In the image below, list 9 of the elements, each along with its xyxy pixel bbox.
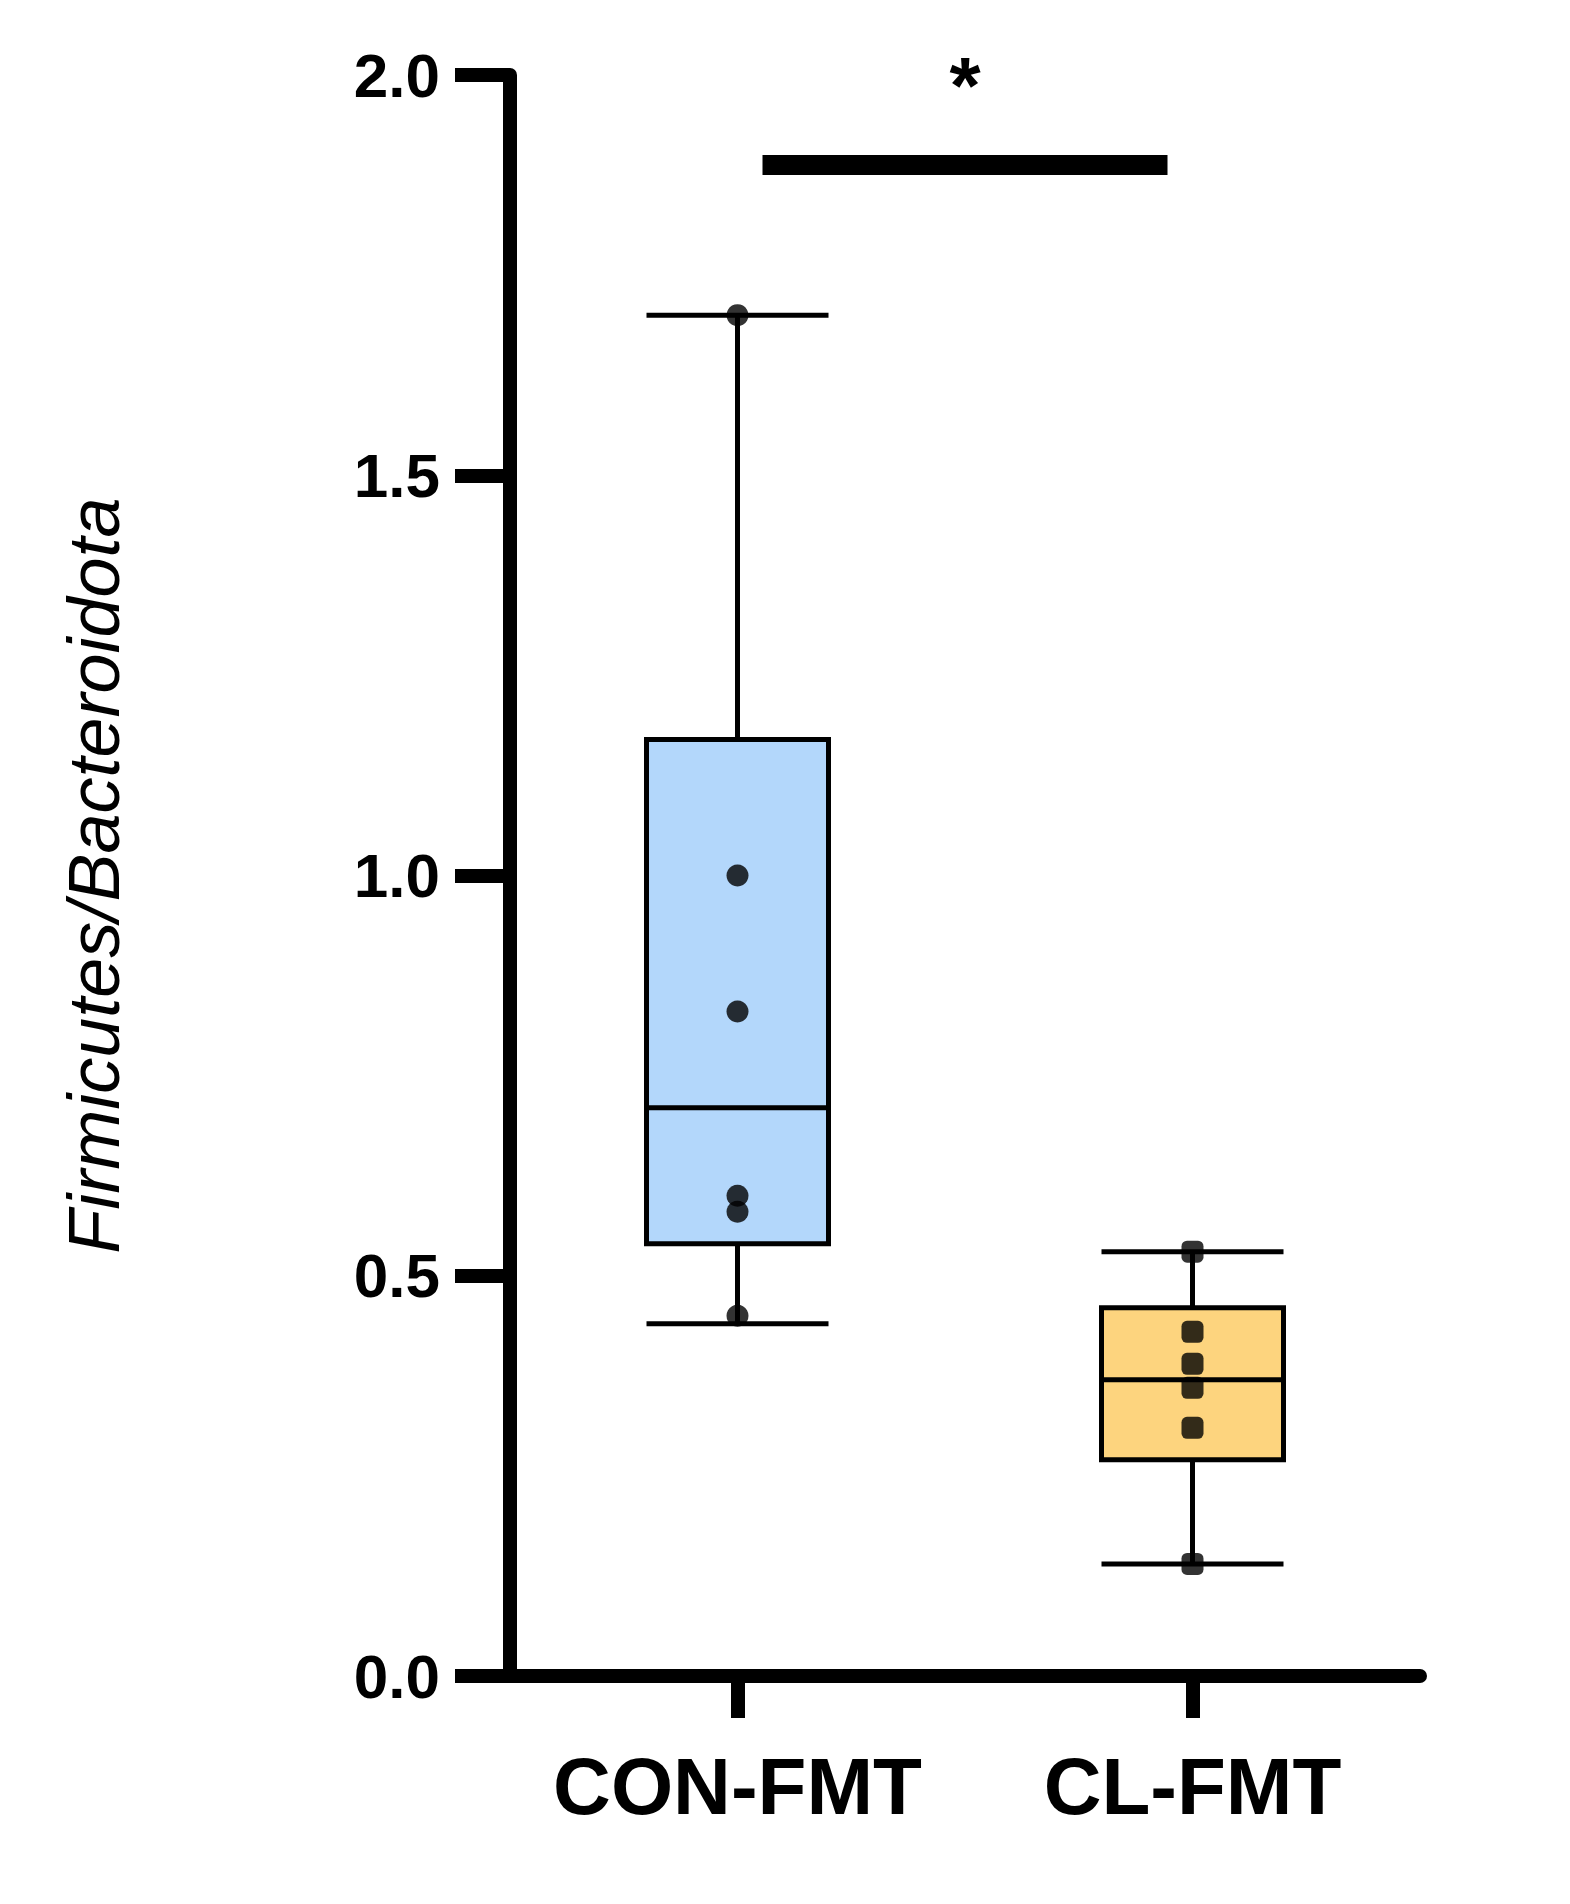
y-tick-label: 2.0 (353, 40, 440, 110)
y-tick-label: 0.0 (353, 1641, 440, 1711)
y-tick-label: 1.0 (353, 841, 440, 910)
annotation: * (949, 40, 982, 130)
y-tick-label: 0.5 (353, 1241, 440, 1311)
y-tick-label: 1.5 (353, 440, 440, 510)
y-axis-title: Firmicutes/Bacteroidota (54, 497, 134, 1254)
x-tick-label: CL-FMT (1043, 1741, 1342, 1831)
x-tick-label: CON-FMT (553, 1741, 923, 1831)
